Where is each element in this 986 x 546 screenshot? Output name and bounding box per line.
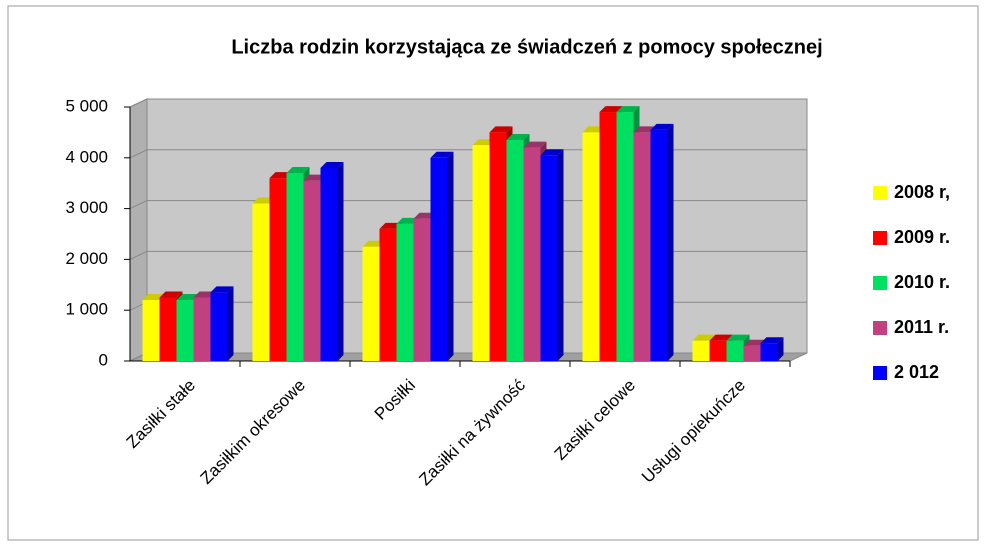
bar bbox=[362, 246, 380, 361]
legend-label: 2008 r, bbox=[894, 182, 950, 202]
bar bbox=[650, 129, 668, 361]
bar-side bbox=[667, 123, 674, 361]
legend-label: 2010 r. bbox=[894, 272, 950, 292]
bar-top bbox=[210, 286, 234, 293]
bar-side bbox=[447, 151, 454, 361]
bar bbox=[523, 147, 541, 361]
bar bbox=[506, 140, 524, 361]
bar bbox=[599, 112, 617, 361]
bar bbox=[159, 297, 177, 361]
y-tick-label: 1 000 bbox=[65, 300, 108, 319]
bar bbox=[320, 167, 338, 361]
bar bbox=[193, 297, 211, 361]
bar bbox=[760, 343, 778, 361]
y-tick-label: 5 000 bbox=[65, 96, 108, 115]
legend-swatch bbox=[873, 186, 887, 200]
bar-side bbox=[777, 337, 784, 361]
bar bbox=[430, 157, 448, 361]
bar-top bbox=[709, 334, 733, 341]
bar bbox=[709, 340, 727, 361]
legend-label: 2011 r. bbox=[894, 317, 949, 337]
y-tick-label: 3 000 bbox=[65, 198, 108, 217]
bar-top bbox=[523, 141, 547, 148]
bar bbox=[540, 155, 558, 361]
bar bbox=[692, 340, 710, 361]
bar bbox=[286, 173, 304, 361]
bar bbox=[379, 228, 397, 361]
bar bbox=[413, 218, 431, 361]
bar-top bbox=[726, 334, 750, 341]
bar-top bbox=[320, 161, 344, 168]
bar bbox=[303, 180, 321, 361]
legend-swatch bbox=[873, 321, 887, 335]
legend-swatch bbox=[873, 231, 887, 245]
bar-top bbox=[489, 126, 513, 133]
bar bbox=[142, 300, 160, 361]
bar bbox=[252, 203, 270, 361]
bar-top bbox=[599, 106, 623, 113]
bar bbox=[582, 132, 600, 361]
bar-side bbox=[227, 286, 234, 361]
bar bbox=[633, 132, 651, 361]
bar-top bbox=[650, 123, 674, 130]
bar bbox=[176, 300, 194, 361]
bar bbox=[743, 345, 761, 361]
bar-top bbox=[540, 149, 564, 156]
bar bbox=[616, 112, 634, 361]
legend-label: 2009 r. bbox=[894, 227, 950, 247]
bar-top bbox=[692, 334, 716, 341]
chart-title: Liczba rodzin korzystająca ze świadczeń … bbox=[231, 36, 822, 58]
bar bbox=[726, 340, 744, 361]
bar bbox=[489, 132, 507, 361]
bar bbox=[472, 145, 490, 361]
bar bbox=[396, 223, 414, 361]
bar-top bbox=[159, 291, 183, 298]
y-tick-label: 4 000 bbox=[65, 147, 108, 166]
bar bbox=[210, 292, 228, 361]
legend-swatch bbox=[873, 366, 887, 380]
bar-top bbox=[506, 134, 530, 141]
bar-top bbox=[430, 151, 454, 158]
y-tick-label: 2 000 bbox=[65, 249, 108, 268]
bar-top bbox=[616, 106, 640, 113]
legend-label: 2 012 bbox=[894, 362, 939, 382]
bar bbox=[269, 178, 287, 361]
bar-top bbox=[760, 337, 784, 344]
legend-swatch bbox=[873, 276, 887, 290]
bar-side bbox=[557, 149, 564, 361]
grid-line bbox=[129, 98, 807, 108]
y-tick-label: 0 bbox=[99, 350, 108, 369]
bar-top bbox=[286, 167, 310, 174]
bar-side bbox=[337, 161, 344, 361]
